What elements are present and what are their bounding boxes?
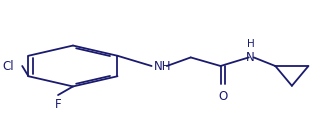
Text: Cl: Cl	[2, 60, 14, 72]
Text: N: N	[246, 51, 255, 64]
Text: NH: NH	[154, 60, 172, 72]
Text: O: O	[218, 90, 227, 103]
Text: F: F	[55, 98, 61, 111]
Text: H: H	[247, 39, 254, 49]
